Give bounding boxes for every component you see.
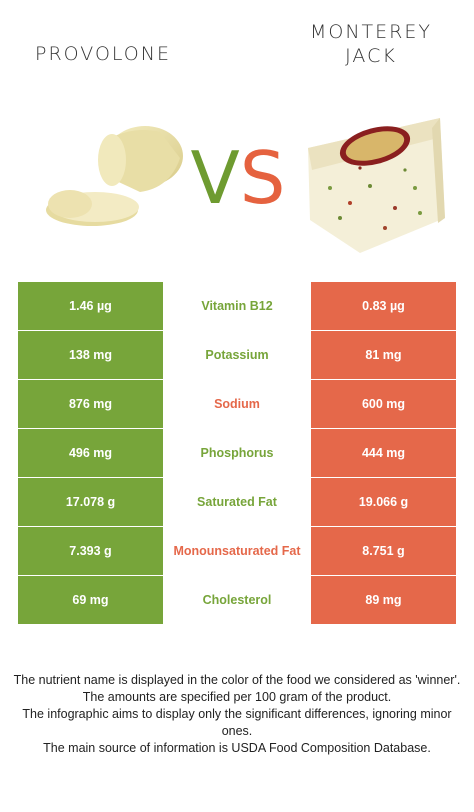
- provolone-image: [46, 126, 183, 226]
- left-value-cell: 69 mg: [18, 576, 163, 624]
- right-value-cell: 19.066 g: [311, 478, 456, 526]
- right-value-cell: 444 mg: [311, 429, 456, 477]
- nutrient-name: Phosphorus: [200, 446, 274, 460]
- nutrient-name-cell: Saturated Fat: [163, 478, 311, 526]
- nutrient-name-cell: Cholesterol: [163, 576, 311, 624]
- footnote-line: The main source of information is USDA F…: [43, 741, 431, 755]
- left-value-cell: 1.46 µg: [18, 282, 163, 330]
- monterey-jack-image: [308, 118, 445, 253]
- nutrient-comparison-table: 1.46 µg Vitamin B12 0.83 µg 138 mg Potas…: [18, 282, 456, 625]
- right-value-cell: 8.751 g: [311, 527, 456, 575]
- nutrient-name: Saturated Fat: [197, 495, 277, 509]
- nutrient-name: Monounsaturated Fat: [173, 544, 301, 558]
- left-value-cell: 7.393 g: [18, 527, 163, 575]
- table-row: 17.078 g Saturated Fat 19.066 g: [18, 478, 456, 526]
- table-row: 69 mg Cholesterol 89 mg: [18, 576, 456, 624]
- footnote-line: The infographic aims to display only the…: [22, 707, 452, 738]
- vs-v-letter: V: [190, 136, 240, 220]
- food-right-name-line2: JACK: [345, 45, 397, 67]
- table-row: 1.46 µg Vitamin B12 0.83 µg: [18, 282, 456, 330]
- footnote: The nutrient name is displayed in the co…: [10, 672, 464, 757]
- food-right-name-line1: MONTEREY: [310, 21, 432, 43]
- footnote-line: The amounts are specified per 100 gram o…: [82, 690, 392, 704]
- left-value-cell: 138 mg: [18, 331, 163, 379]
- table-row: 138 mg Potassium 81 mg: [18, 331, 456, 379]
- table-row: 496 mg Phosphorus 444 mg: [18, 429, 456, 477]
- right-value-cell: 0.83 µg: [311, 282, 456, 330]
- nutrient-name-cell: Vitamin B12: [163, 282, 311, 330]
- table-row: 876 mg Sodium 600 mg: [18, 380, 456, 428]
- left-value-cell: 17.078 g: [18, 478, 163, 526]
- food-left-name: PROVOLONE: [35, 43, 171, 65]
- nutrient-name-cell: Sodium: [163, 380, 311, 428]
- nutrient-name: Potassium: [205, 348, 269, 362]
- footnote-line: The nutrient name is displayed in the co…: [13, 673, 461, 687]
- nutrient-name-cell: Monounsaturated Fat: [163, 527, 311, 575]
- vs-s-letter: S: [239, 136, 286, 220]
- table-row: 7.393 g Monounsaturated Fat 8.751 g: [18, 527, 456, 575]
- left-value-cell: 876 mg: [18, 380, 163, 428]
- nutrient-name-cell: Phosphorus: [163, 429, 311, 477]
- nutrient-name: Vitamin B12: [201, 299, 273, 313]
- nutrient-name: Cholesterol: [202, 593, 272, 607]
- right-value-cell: 89 mg: [311, 576, 456, 624]
- nutrient-name: Sodium: [214, 397, 260, 411]
- right-value-cell: 600 mg: [311, 380, 456, 428]
- right-value-cell: 81 mg: [311, 331, 456, 379]
- food-right-name: MONTEREY JACK: [276, 20, 466, 68]
- nutrient-name-cell: Potassium: [163, 331, 311, 379]
- left-value-cell: 496 mg: [18, 429, 163, 477]
